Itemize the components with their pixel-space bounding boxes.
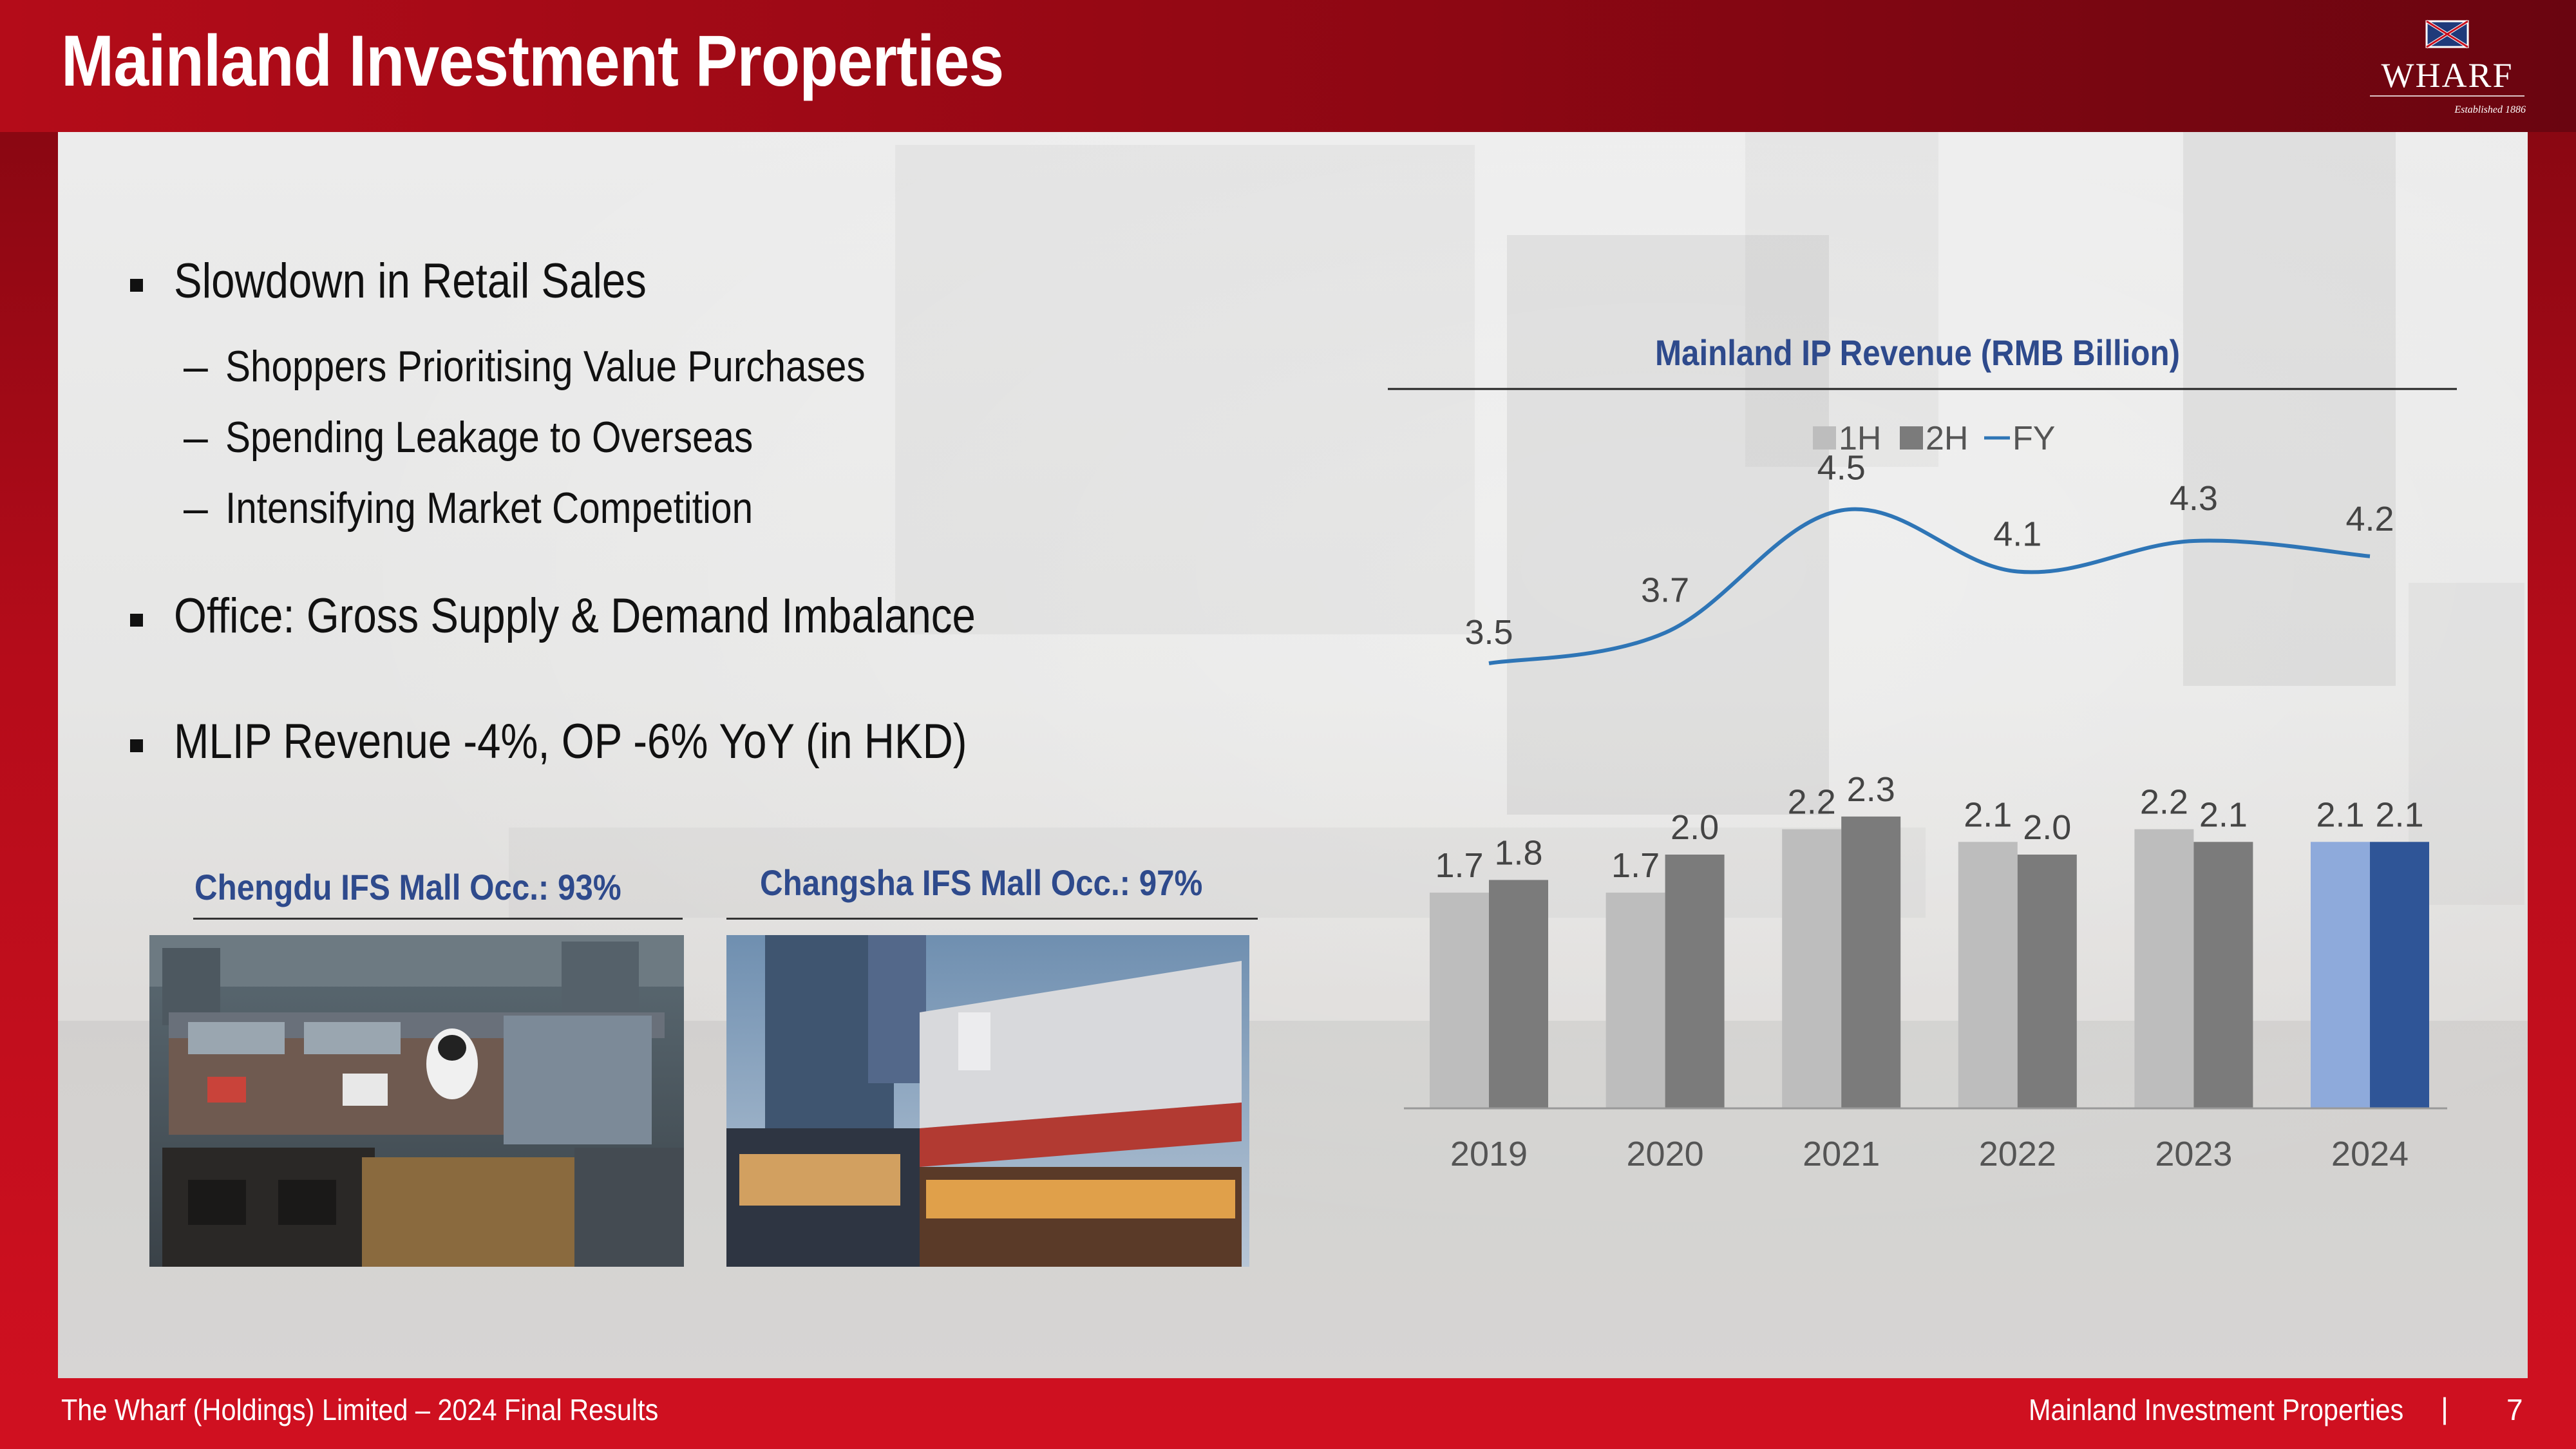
bar-1h-label-2022: 2.1 bbox=[1964, 795, 2012, 834]
bar-2h-2019 bbox=[1489, 880, 1548, 1108]
bar-2h-label-2019: 1.8 bbox=[1494, 833, 1542, 872]
caption-chengdu: Chengdu IFS Mall Occ.: 93% bbox=[194, 867, 621, 907]
bar-1h-2019 bbox=[1430, 893, 1489, 1108]
fy-label-2024: 4.2 bbox=[2345, 500, 2394, 538]
bullet-marker bbox=[130, 614, 143, 627]
logo-tagline: Established 1886 bbox=[2454, 104, 2526, 115]
legend-label-FY: FY bbox=[2012, 420, 2055, 457]
bar-2h-label-2022: 2.0 bbox=[2023, 808, 2071, 847]
bar-2h-2024 bbox=[2370, 842, 2429, 1108]
legend-swatch-2H bbox=[1900, 426, 1923, 450]
bar-2h-2023 bbox=[2193, 842, 2253, 1108]
page-title: Mainland Investment Properties bbox=[61, 21, 1004, 101]
chart-bars bbox=[1430, 816, 2429, 1108]
header-bar: Mainland Investment Properties WHARF Est… bbox=[0, 0, 2576, 132]
sub-bullet-spending-leakage: Spending Leakage to Overseas bbox=[225, 413, 753, 462]
x-tick-2021: 2021 bbox=[1803, 1135, 1880, 1173]
page-number: 7 bbox=[2506, 1393, 2523, 1426]
legend-swatch-1H bbox=[1813, 426, 1836, 450]
bar-2h-label-2024: 2.1 bbox=[2375, 795, 2423, 834]
chart-title: Mainland IP Revenue (RMB Billion) bbox=[1655, 332, 2181, 373]
bar-1h-label-2020: 1.7 bbox=[1611, 846, 1660, 885]
bar-1h-label-2024: 2.1 bbox=[2316, 795, 2364, 834]
x-tick-2020: 2020 bbox=[1627, 1135, 1704, 1173]
bar-2h-2022 bbox=[2017, 855, 2077, 1108]
bar-1h-2023 bbox=[2134, 829, 2194, 1108]
bar-1h-label-2019: 1.7 bbox=[1435, 846, 1483, 885]
chart-fy-labels: 3.5 3.7 4.5 4.1 4.3 4.2 bbox=[1464, 449, 2394, 652]
bullet-marker bbox=[130, 739, 143, 752]
dash-marker: – bbox=[184, 413, 208, 462]
caption-changsha: Changsha IFS Mall Occ.: 97% bbox=[760, 862, 1203, 903]
fy-label-2022: 4.1 bbox=[1993, 515, 2041, 554]
logo-wordmark: WHARF bbox=[2381, 56, 2513, 95]
fy-label-2023: 4.3 bbox=[2170, 479, 2218, 518]
footer-section: Mainland Investment Properties bbox=[2029, 1393, 2404, 1426]
footer-separator: | bbox=[2441, 1392, 2448, 1425]
fy-label-2021: 4.5 bbox=[1817, 449, 1866, 488]
company-logo: WHARF Established 1886 bbox=[2357, 16, 2537, 119]
bar-1h-label-2021: 2.2 bbox=[1788, 783, 1836, 822]
bullet-mlip-revenue: MLIP Revenue -4%, OP -6% YoY (in HKD) bbox=[174, 714, 967, 769]
bar-1h-label-2023: 2.2 bbox=[2140, 783, 2188, 822]
wharf-flag-icon: WHARF Established 1886 bbox=[2370, 19, 2526, 115]
chart-legend: 1H 2H FY bbox=[1813, 420, 2055, 457]
x-axis-tick-labels: 2019 2020 2021 2022 2023 2024 bbox=[1450, 1135, 2409, 1173]
bar-2h-2020 bbox=[1665, 855, 1725, 1108]
dash-marker: – bbox=[184, 342, 208, 391]
sub-bullet-market-competition: Intensifying Market Competition bbox=[225, 484, 753, 533]
bar-2h-label-2021: 2.3 bbox=[1847, 770, 1895, 809]
bar-2h-label-2020: 2.0 bbox=[1671, 808, 1719, 847]
legend-label-2H: 2H bbox=[1926, 420, 1968, 457]
bar-1h-2021 bbox=[1782, 829, 1842, 1108]
chart-bar-labels: 1.7 1.8 1.7 2.0 2.2 2.3 2.1 2.0 2.2 2.1 2.1 2.1 bbox=[1435, 770, 2423, 885]
dash-marker: – bbox=[184, 484, 208, 533]
bar-2h-2021 bbox=[1841, 816, 1901, 1108]
caption-underline bbox=[193, 918, 683, 920]
content-panel bbox=[58, 132, 2528, 1378]
fy-label-2019: 3.5 bbox=[1464, 613, 1513, 652]
legend-label-1H: 1H bbox=[1839, 420, 1881, 457]
bar-1h-2022 bbox=[1958, 842, 2018, 1108]
caption-underline bbox=[726, 918, 1258, 920]
bullet-retail-sales: Slowdown in Retail Sales bbox=[174, 254, 647, 308]
bar-1h-2020 bbox=[1605, 893, 1665, 1108]
bullet-marker bbox=[130, 279, 143, 292]
fy-series-line bbox=[1488, 507, 2371, 665]
footer-company: The Wharf (Holdings) Limited – 2024 Fina… bbox=[61, 1393, 659, 1426]
fy-label-2020: 3.7 bbox=[1641, 571, 1689, 610]
x-tick-2019: 2019 bbox=[1450, 1135, 1528, 1173]
bar-1h-2024 bbox=[2311, 842, 2370, 1108]
bar-2h-label-2023: 2.1 bbox=[2199, 795, 2248, 834]
x-tick-2024: 2024 bbox=[2331, 1135, 2409, 1173]
photo-chengdu-ifs bbox=[149, 935, 684, 1267]
sub-bullet-value-purchases: Shoppers Prioritising Value Purchases bbox=[225, 342, 866, 391]
bullet-office-supply: Office: Gross Supply & Demand Imbalance bbox=[174, 589, 976, 643]
x-tick-2022: 2022 bbox=[1979, 1135, 2056, 1173]
photo-changsha-ifs bbox=[726, 935, 1249, 1267]
x-tick-2023: 2023 bbox=[2155, 1135, 2232, 1173]
